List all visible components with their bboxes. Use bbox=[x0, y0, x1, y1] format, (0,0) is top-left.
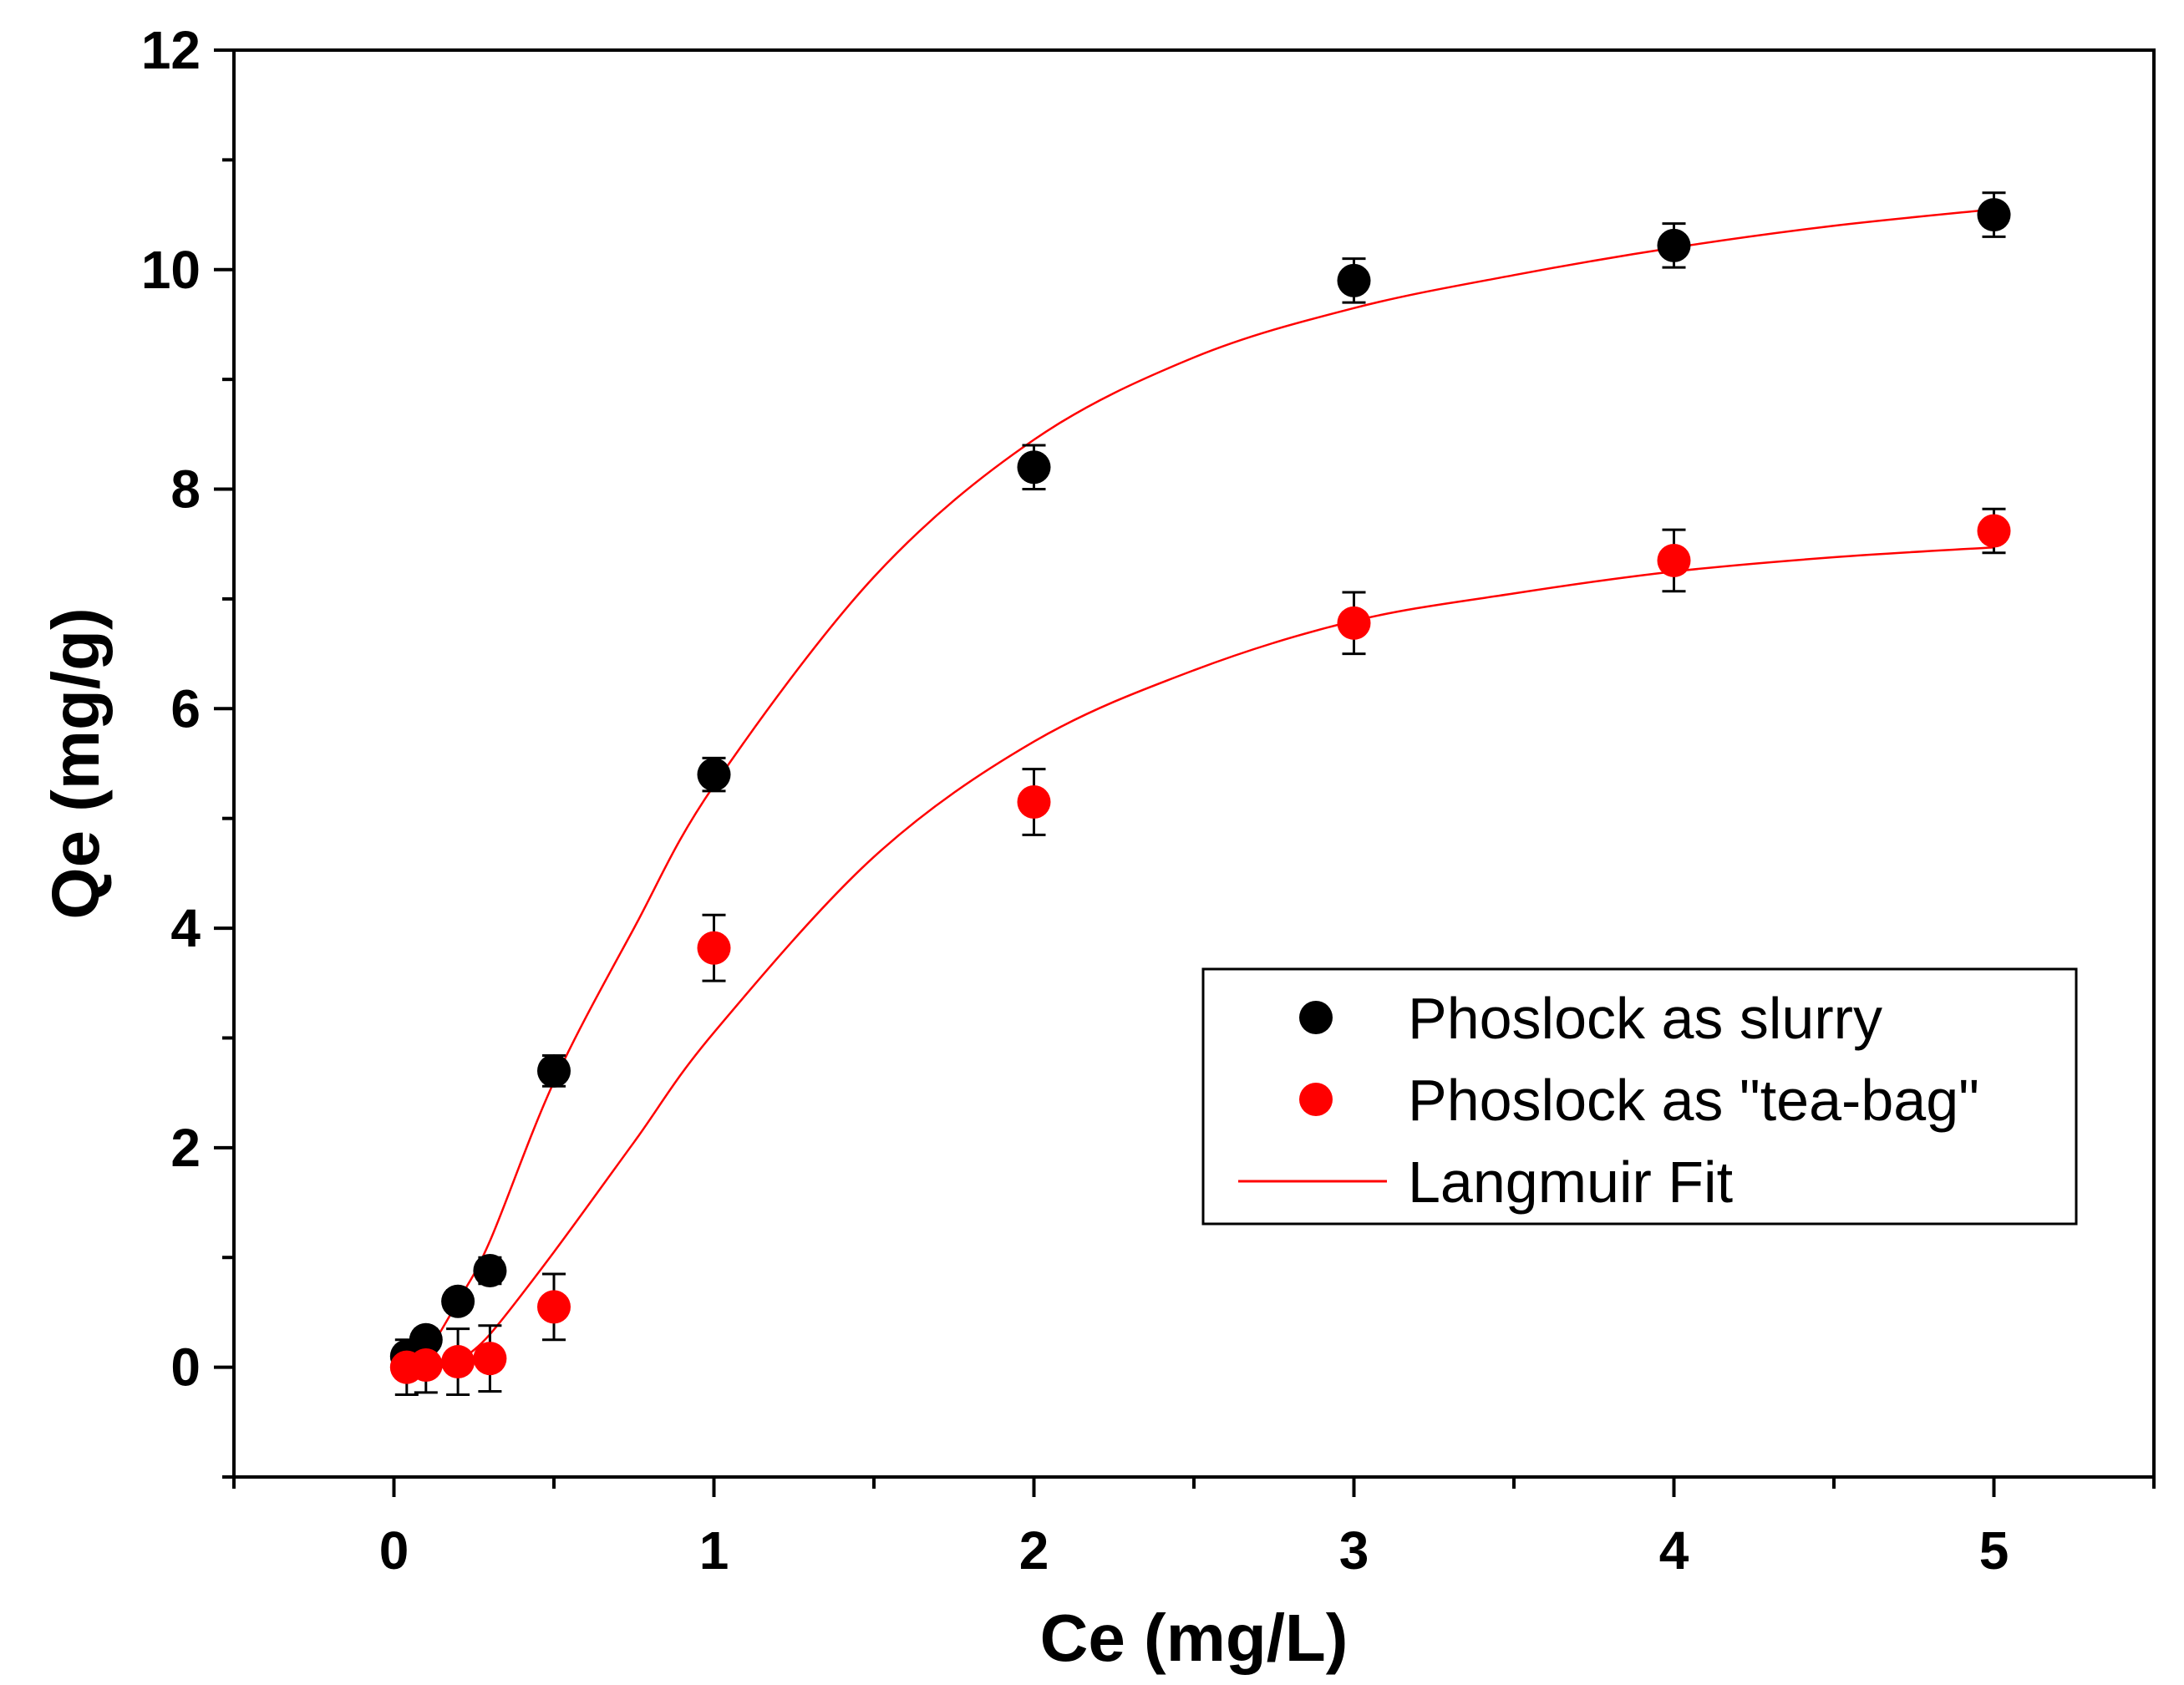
legend-langmuir-fit: Langmuir Fit bbox=[1238, 1150, 1733, 1215]
y-tick-label: 2 bbox=[170, 1118, 201, 1178]
y-tick-label: 0 bbox=[170, 1337, 201, 1398]
x-tick-label: 5 bbox=[1979, 1520, 2009, 1581]
y-tick-label: 12 bbox=[141, 20, 201, 80]
data-point-tea-bag bbox=[697, 931, 731, 965]
data-point-tea-bag bbox=[1977, 514, 2011, 548]
plot-frame bbox=[232, 48, 2156, 1479]
data-point-slurry bbox=[1337, 263, 1371, 297]
data-point-tea-bag bbox=[1017, 784, 1051, 819]
x-axis-title: Ce (mg/L) bbox=[1040, 1601, 1348, 1675]
data-point-slurry bbox=[1657, 228, 1691, 262]
data-point-tea-bag bbox=[473, 1342, 507, 1376]
langmuir-fit-curve-1 bbox=[424, 208, 1994, 1358]
data-point-slurry bbox=[441, 1284, 475, 1318]
data-point-tea-bag bbox=[441, 1345, 475, 1379]
data-point-tea-bag bbox=[1657, 543, 1691, 577]
y-tick-label: 8 bbox=[170, 459, 201, 520]
legend-marker bbox=[1299, 1083, 1333, 1116]
x-tick-label: 0 bbox=[379, 1520, 409, 1581]
data-point-slurry bbox=[1017, 450, 1051, 485]
legend-tea-bag: Phoslock as "tea-bag" bbox=[1299, 1068, 1979, 1133]
legend-slurry: Phoslock as slurry bbox=[1299, 986, 1882, 1051]
legend-label: Phoslock as "tea-bag" bbox=[1408, 1068, 1979, 1133]
y-tick-label: 6 bbox=[170, 678, 201, 738]
langmuir-fit-curve-2 bbox=[457, 546, 1994, 1363]
y-axis-title: Qe (mg/g) bbox=[38, 607, 113, 919]
data-point-slurry bbox=[409, 1322, 443, 1357]
y-tick-label: 10 bbox=[141, 240, 201, 300]
legend-label: Phoslock as slurry bbox=[1408, 986, 1882, 1051]
data-point-slurry bbox=[473, 1253, 507, 1287]
legend-marker bbox=[1299, 1001, 1333, 1034]
data-point-tea-bag bbox=[409, 1347, 443, 1382]
x-tick-label: 2 bbox=[1019, 1520, 1049, 1581]
legend-label: Langmuir Fit bbox=[1408, 1150, 1733, 1215]
x-tick-label: 3 bbox=[1339, 1520, 1369, 1581]
data-point-tea-bag bbox=[537, 1290, 571, 1324]
x-tick-label: 1 bbox=[699, 1520, 729, 1581]
data-point-slurry bbox=[537, 1053, 571, 1088]
data-point-slurry bbox=[1977, 198, 2011, 232]
data-point-tea-bag bbox=[1337, 606, 1371, 640]
y-tick-label: 4 bbox=[170, 898, 201, 958]
data-point-slurry bbox=[697, 758, 731, 792]
x-tick-label: 4 bbox=[1659, 1520, 1689, 1581]
